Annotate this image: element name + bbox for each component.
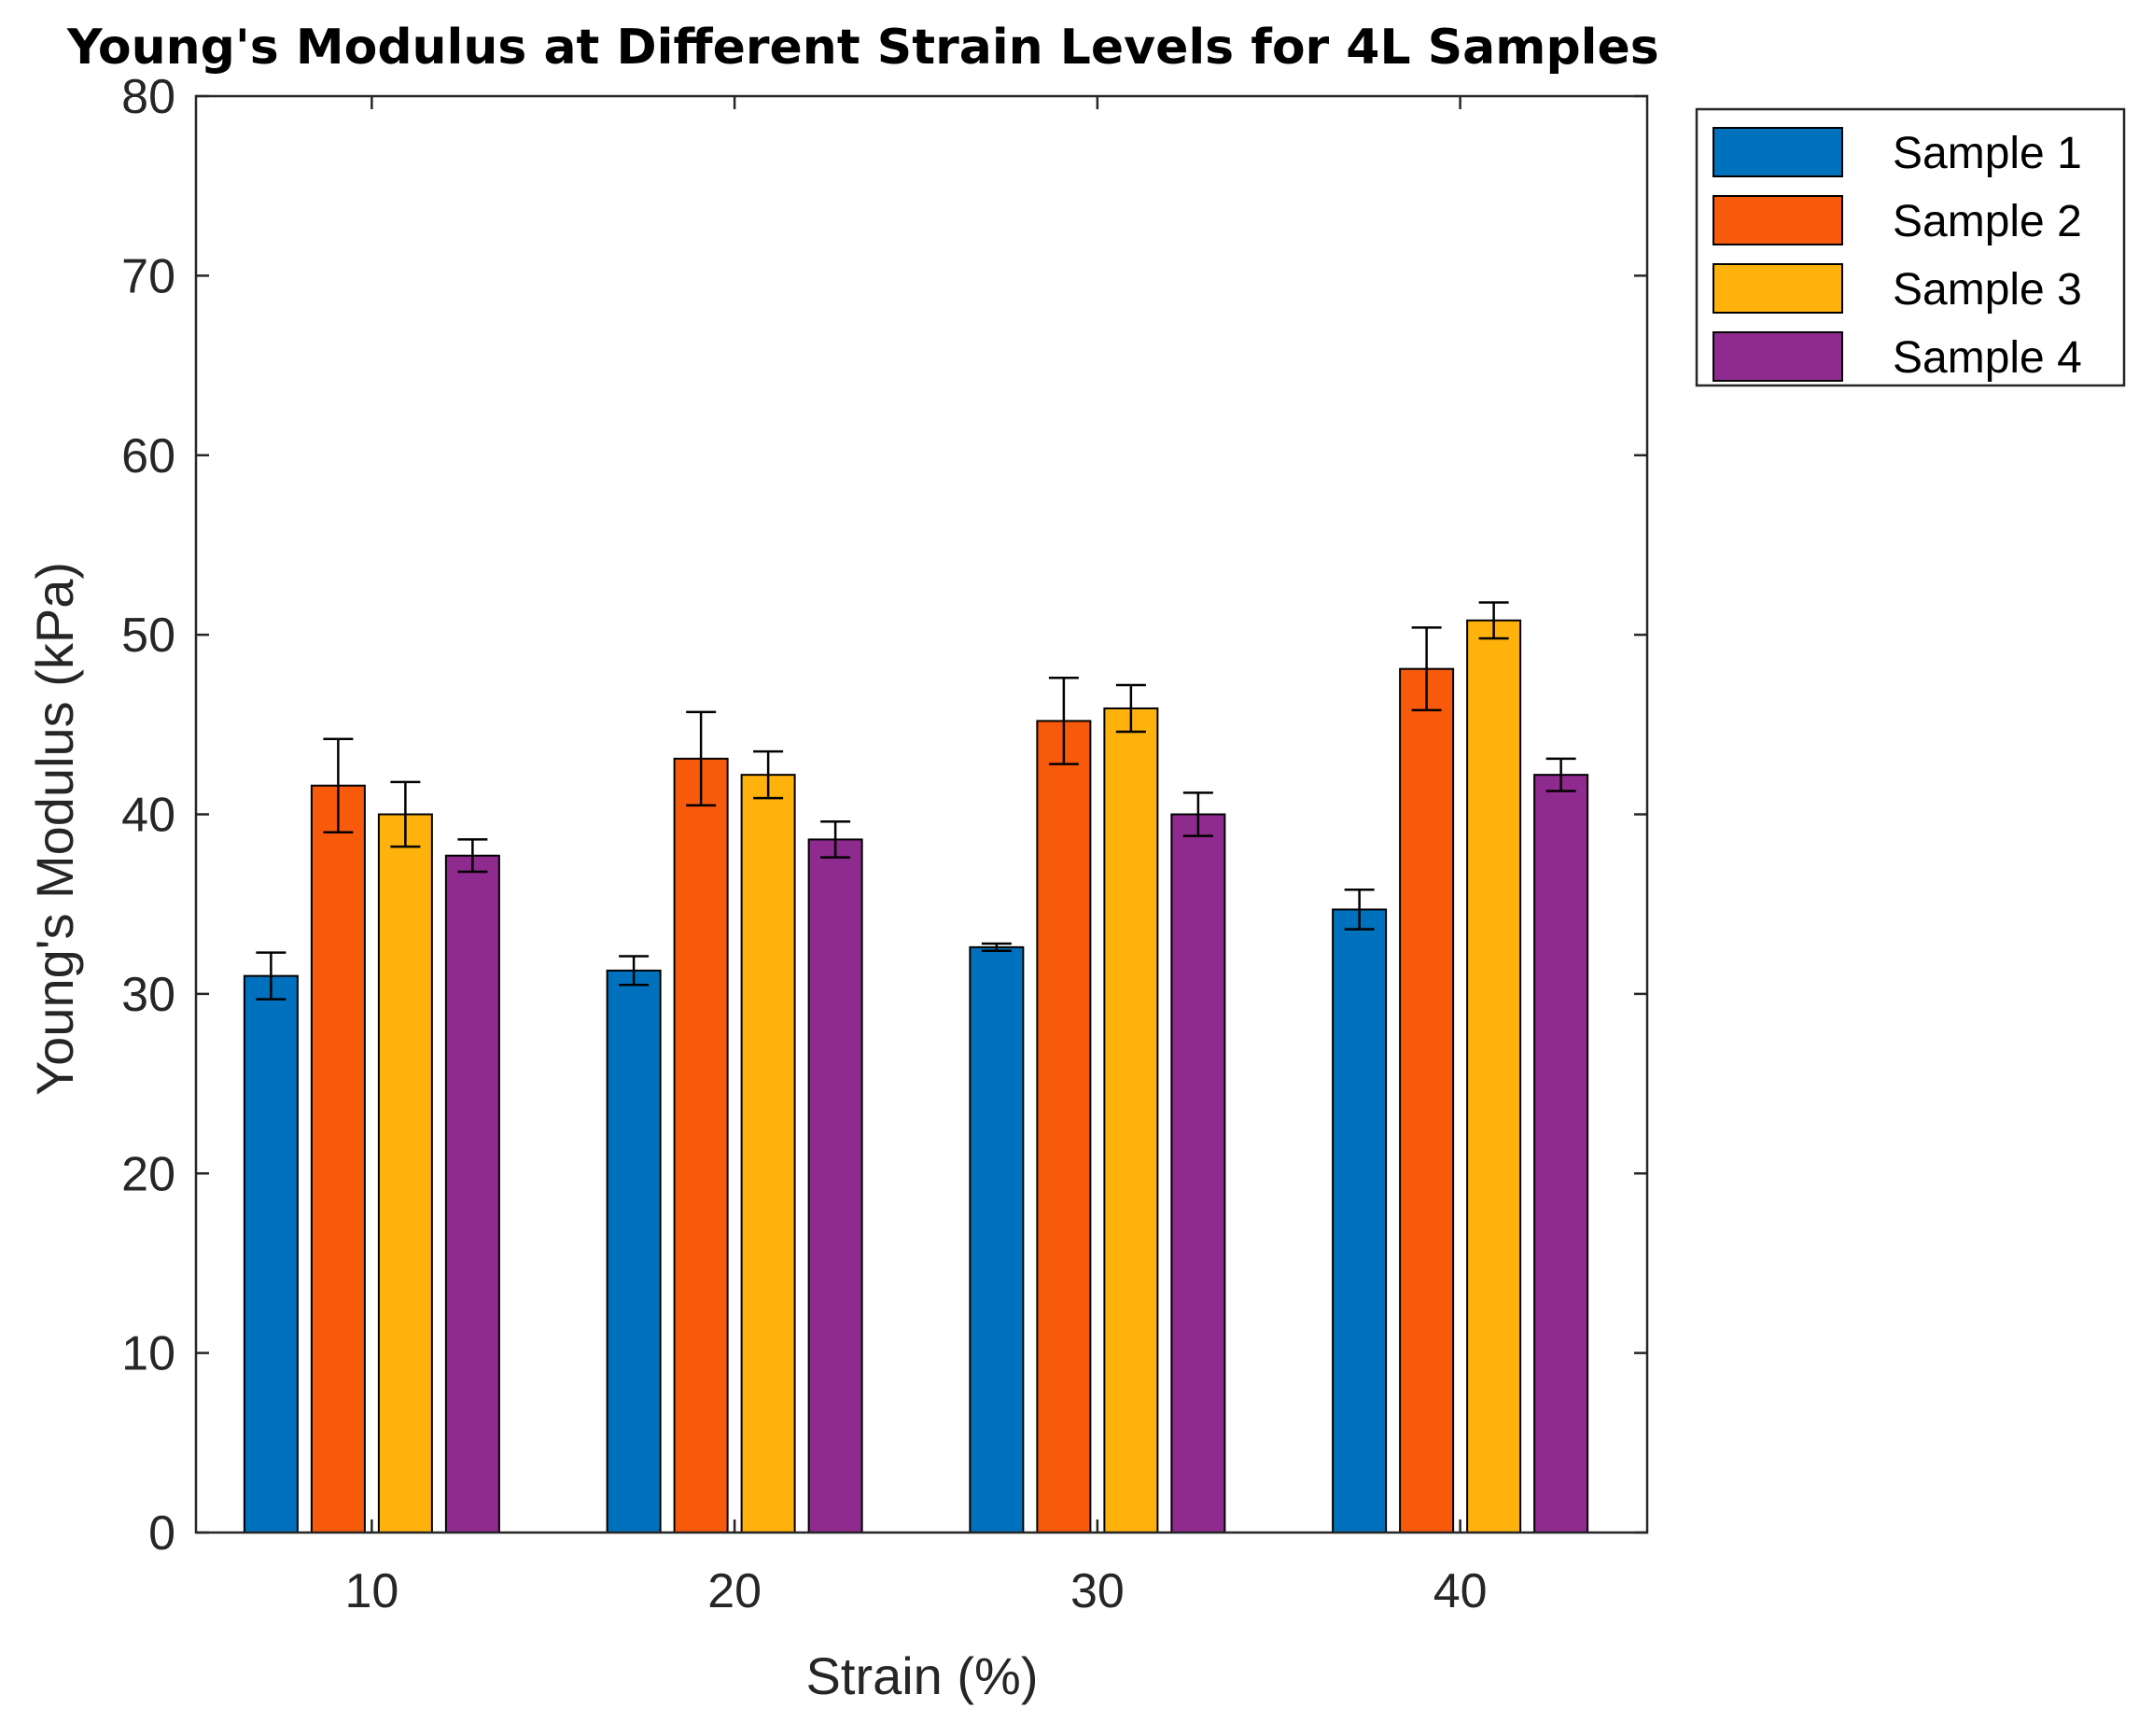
y-tick-label: 80 xyxy=(121,70,175,124)
error-bar-sample-2-10 xyxy=(323,737,354,833)
error-bar-sample-2-40 xyxy=(1411,626,1442,712)
y-axis-label: Young's Modulus (kPa) xyxy=(25,562,84,1096)
error-bar-sample-1-20 xyxy=(619,955,650,987)
chart-title: Young's Modulus at Different Strain Leve… xyxy=(66,20,1659,76)
bar-sample-3-40 xyxy=(1466,619,1522,1533)
y-tick-label: 50 xyxy=(121,609,175,663)
error-bar-sample-1-40 xyxy=(1344,889,1375,931)
x-tick-label: 10 xyxy=(344,1564,398,1618)
bar-sample-4-10 xyxy=(444,854,500,1533)
error-bar-sample-3-20 xyxy=(753,749,784,800)
legend-item-sample-1: Sample 1 xyxy=(1713,127,2082,178)
bar-sample-2-10 xyxy=(310,784,366,1533)
bar-sample-1-10 xyxy=(243,974,299,1533)
bar-sample-2-40 xyxy=(1399,667,1455,1533)
bar-sample-4-40 xyxy=(1533,774,1589,1533)
error-bar-sample-3-10 xyxy=(390,780,421,848)
legend-item-sample-3: Sample 3 xyxy=(1713,263,2082,315)
legend-swatch xyxy=(1713,331,1843,382)
error-bar-sample-3-30 xyxy=(1115,683,1146,734)
error-bar-sample-4-30 xyxy=(1182,791,1213,837)
bar-sample-3-30 xyxy=(1103,707,1159,1533)
error-bar-sample-4-40 xyxy=(1545,757,1576,792)
bar-group-30 xyxy=(969,677,1226,1533)
legend-label: Sample 2 xyxy=(1893,197,2082,246)
legend-item-sample-4: Sample 4 xyxy=(1713,331,2082,383)
ticks-layer: 0 10 20 30 40 50 60 70 80 10 20 30 40 xyxy=(121,70,1647,1618)
bar-sample-1-30 xyxy=(969,945,1025,1533)
bar-group-10 xyxy=(243,737,500,1533)
bars-layer xyxy=(243,601,1589,1533)
bar-sample-2-20 xyxy=(673,757,729,1533)
bar-sample-1-40 xyxy=(1332,908,1388,1533)
legend-label: Sample 3 xyxy=(1893,265,2082,315)
error-bar-sample-4-10 xyxy=(457,838,488,874)
legend-label: Sample 4 xyxy=(1893,333,2082,383)
y-tick-label: 10 xyxy=(121,1327,175,1381)
bar-sample-4-30 xyxy=(1170,813,1226,1533)
x-tick-label: 20 xyxy=(707,1564,762,1618)
legend: Sample 1 Sample 2 Sample 3 Sample 4 xyxy=(1695,107,2126,387)
y-tick-label: 60 xyxy=(121,429,175,483)
y-tick-label: 0 xyxy=(148,1506,175,1561)
bar-sample-3-10 xyxy=(377,813,433,1533)
y-tick-label: 70 xyxy=(121,249,175,303)
legend-label: Sample 1 xyxy=(1893,129,2082,178)
bar-sample-4-20 xyxy=(807,838,863,1533)
error-bar-sample-2-30 xyxy=(1048,677,1079,765)
error-bar-sample-4-20 xyxy=(820,819,851,859)
x-tick-label: 30 xyxy=(1070,1564,1125,1618)
error-bar-sample-3-40 xyxy=(1478,601,1509,640)
x-tick-label: 40 xyxy=(1433,1564,1488,1618)
bar-sample-2-30 xyxy=(1036,720,1092,1533)
legend-swatch xyxy=(1713,195,1843,245)
y-tick-label: 30 xyxy=(121,968,175,1022)
error-bar-sample-1-10 xyxy=(256,951,287,1001)
y-tick-label: 40 xyxy=(121,789,175,843)
legend-swatch xyxy=(1713,263,1843,314)
bar-group-20 xyxy=(606,710,863,1533)
error-bar-sample-2-20 xyxy=(686,710,717,807)
error-bar-sample-1-30 xyxy=(981,942,1012,952)
legend-swatch xyxy=(1713,127,1843,177)
bar-sample-1-20 xyxy=(606,969,662,1533)
bar-group-40 xyxy=(1332,601,1589,1533)
legend-item-sample-2: Sample 2 xyxy=(1713,195,2082,246)
bar-sample-3-20 xyxy=(740,774,796,1533)
y-tick-label: 20 xyxy=(121,1147,175,1201)
x-axis-label: Strain (%) xyxy=(806,1646,1039,1705)
